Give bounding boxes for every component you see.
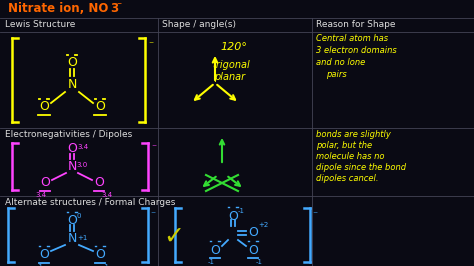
Text: Alternate structures / Formal Charges: Alternate structures / Formal Charges [5,198,175,207]
Text: trigonal: trigonal [212,60,250,70]
Text: +1: +1 [77,235,87,241]
Text: O: O [67,143,77,156]
Text: -1: -1 [36,264,44,266]
Text: planar: planar [214,72,245,82]
Text: O: O [248,227,258,239]
Text: -1: -1 [256,259,263,265]
Text: ⁻: ⁻ [312,210,317,220]
Text: O: O [95,101,105,114]
Text: Central atom has: Central atom has [316,34,388,43]
Text: Lewis Structure: Lewis Structure [5,20,75,29]
Text: O: O [39,101,49,114]
Text: bonds are slightly: bonds are slightly [316,130,391,139]
Text: 3.4: 3.4 [36,192,46,198]
Text: 120°: 120° [220,42,247,52]
Text: Electronegativities / Dipoles: Electronegativities / Dipoles [5,130,132,139]
Text: N: N [67,231,77,244]
Text: dipole since the bond: dipole since the bond [316,163,406,172]
Text: 3: 3 [110,2,118,15]
Text: 3 electron domains: 3 electron domains [316,46,397,55]
Text: N: N [67,160,77,172]
Text: pairs: pairs [326,70,347,79]
Text: -1: -1 [103,264,110,266]
Text: ✓: ✓ [163,225,184,249]
Text: Reason for Shape: Reason for Shape [316,20,395,29]
Text: molecule has no: molecule has no [316,152,384,161]
Text: O: O [40,177,50,189]
Text: O: O [67,214,77,227]
Text: O: O [94,177,104,189]
Text: ⁻: ⁻ [151,143,156,153]
Text: -1: -1 [208,259,215,265]
Text: O: O [210,243,220,256]
Text: Nitrate ion, NO: Nitrate ion, NO [8,2,109,15]
Text: 3.4: 3.4 [101,192,112,198]
Text: Shape / angle(s): Shape / angle(s) [162,20,236,29]
Text: O: O [67,56,77,69]
Text: O: O [228,210,238,222]
Text: dipoles cancel.: dipoles cancel. [316,174,379,183]
Text: ⁻: ⁻ [148,40,153,50]
Text: O: O [39,248,49,261]
Text: +2: +2 [258,222,268,228]
Text: polar, but the: polar, but the [316,141,372,150]
Text: 3.4: 3.4 [77,144,88,150]
Text: and no lone: and no lone [316,58,365,67]
Text: -1: -1 [238,208,245,214]
Text: ⁻: ⁻ [116,1,121,11]
Text: ⁻: ⁻ [150,210,155,220]
Text: N: N [67,78,77,92]
Text: O: O [248,243,258,256]
Text: 0: 0 [77,213,82,219]
Text: O: O [95,248,105,261]
Text: 3.0: 3.0 [76,162,87,168]
